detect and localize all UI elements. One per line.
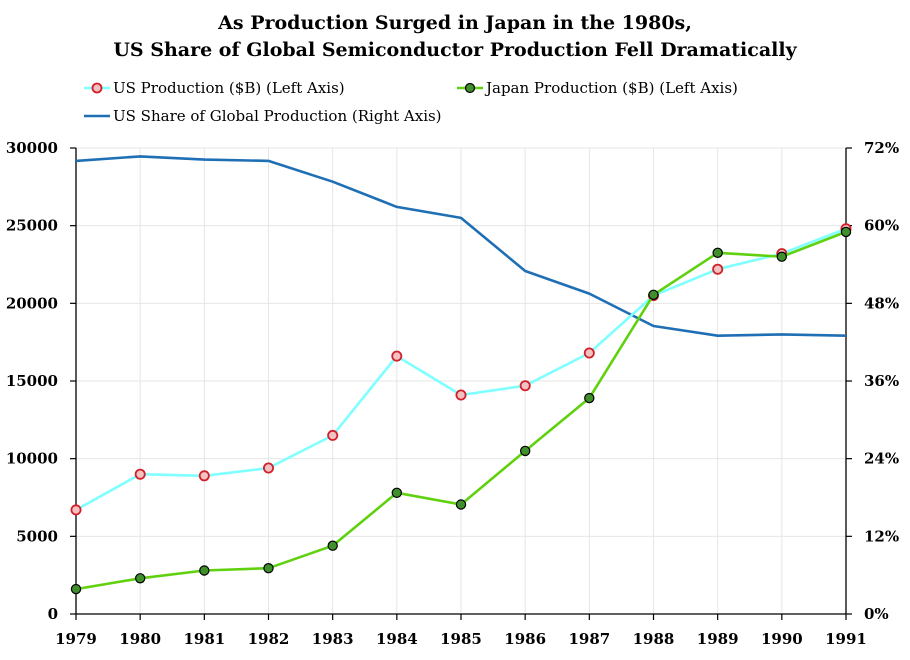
x-axis-tick-label: 1991 <box>825 630 867 648</box>
series-point-japan-production <box>712 247 723 258</box>
series-point-japan-production <box>391 487 402 498</box>
x-axis-tick-label: 1988 <box>633 630 675 648</box>
series-point-us-production <box>134 468 146 480</box>
x-axis-tick-label: 1981 <box>183 630 225 648</box>
right-axis-tick-label: 48% <box>864 294 899 312</box>
series-point-us-production <box>327 429 339 441</box>
legend: US Production ($B) (Left Axis) Japan Pro… <box>84 79 738 125</box>
series-line-us-share <box>75 155 847 338</box>
series-point-us-production <box>455 389 467 401</box>
series-point-japan-production <box>134 573 146 584</box>
x-axis-tick-label: 1985 <box>440 630 482 648</box>
series-point-japan-production <box>840 226 852 238</box>
series-point-us-production <box>70 504 82 516</box>
series-point-us-production <box>583 347 595 359</box>
left-axis-tick-label: 10000 <box>6 450 58 468</box>
x-axis-tick-label: 1982 <box>248 630 290 648</box>
legend-swatch-marker-japan-production <box>464 82 476 94</box>
chart-title-line2: US Share of Global Semiconductor Product… <box>113 39 797 61</box>
series-point-japan-production <box>70 583 82 595</box>
series-point-japan-production <box>776 251 788 262</box>
legend-item-us-production: US Production ($B) (Left Axis) <box>84 79 345 97</box>
series-point-us-production <box>198 470 210 482</box>
legend-swatch-marker-us-production <box>91 82 103 94</box>
series-point-us-production <box>519 380 531 392</box>
left-axis-tick-label: 25000 <box>6 217 58 235</box>
series-point-japan-production <box>520 445 531 457</box>
left-axis-tick-label: 20000 <box>6 294 58 312</box>
legend-label-us-share: US Share of Global Production (Right Axi… <box>113 107 442 125</box>
left-axis-tick-label: 30000 <box>6 139 58 157</box>
right-axis-tick-label: 12% <box>864 527 899 545</box>
series-point-japan-production <box>648 289 659 300</box>
grid-layer <box>76 147 847 614</box>
x-axis-tick-label: 1987 <box>568 630 610 648</box>
series-point-us-production <box>262 462 274 474</box>
chart-title-line1: As Production Surged in Japan in the 198… <box>217 12 692 34</box>
series-point-us-production <box>712 263 724 275</box>
x-axis-tick-label: 1989 <box>697 630 739 648</box>
left-axis-tick-label: 5000 <box>16 527 58 545</box>
left-axis-tick-label: 0 <box>48 605 58 623</box>
series-point-us-production <box>391 350 403 362</box>
series-point-japan-production <box>263 563 274 574</box>
right-axis-tick-label: 60% <box>864 217 899 235</box>
x-axis-tick-label: 1983 <box>312 630 354 648</box>
series-point-japan-production <box>584 392 595 404</box>
series-point-japan-production <box>199 565 210 576</box>
series-point-japan-production <box>327 540 338 551</box>
legend-item-japan-production: Japan Production ($B) (Left Axis) <box>457 79 738 97</box>
legend-label-us-production: US Production ($B) (Left Axis) <box>113 79 345 97</box>
series-layer <box>70 155 852 595</box>
legend-label-japan-production: Japan Production ($B) (Left Axis) <box>484 79 738 97</box>
right-axis-tick-label: 0% <box>864 605 889 623</box>
right-axis-tick-label: 36% <box>864 372 899 390</box>
axes-layer <box>70 147 852 620</box>
ticks-layer: 0 5000 10000 15000 20000 25000 30000 0% 12% 24% 36… <box>6 139 899 648</box>
legend-item-us-share: US Share of Global Production (Right Axi… <box>84 107 442 125</box>
series-point-japan-production <box>455 499 467 510</box>
right-axis-tick-label: 24% <box>864 450 899 468</box>
x-axis-tick-label: 1980 <box>119 630 161 648</box>
x-axis-tick-label: 1984 <box>376 630 418 648</box>
x-axis-tick-label: 1979 <box>55 630 97 648</box>
left-axis-tick-label: 15000 <box>6 372 58 390</box>
x-axis-tick-label: 1990 <box>761 630 803 648</box>
right-axis-tick-label: 72% <box>864 139 899 157</box>
x-axis-tick-label: 1986 <box>504 630 546 648</box>
